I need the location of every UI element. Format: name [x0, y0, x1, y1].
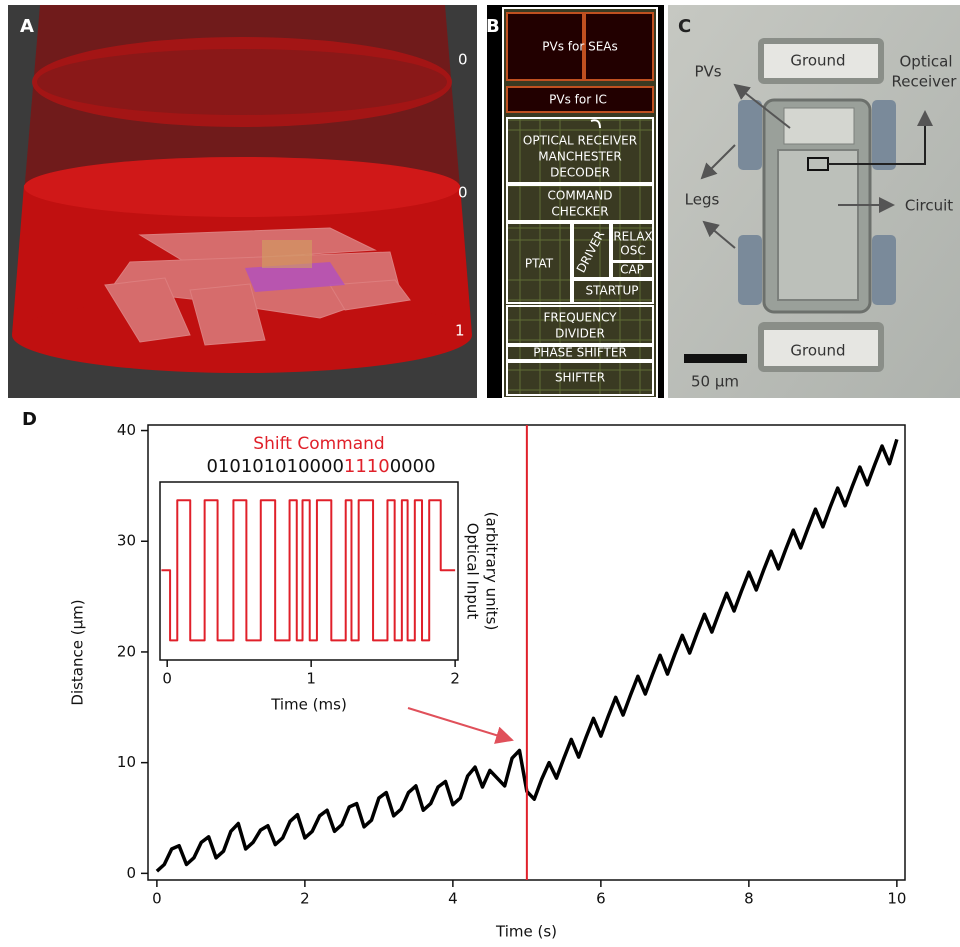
block-label: STARTUP	[585, 284, 638, 298]
feature-label: Ground	[790, 342, 845, 360]
x-tick-label: 10	[887, 890, 906, 908]
block-label: FREQUENCY	[543, 311, 617, 325]
x-axis-label: Time (s)	[495, 923, 557, 941]
y-tick-label: 20	[117, 642, 136, 660]
block-label: OSC	[620, 244, 645, 258]
panel-c: C Ground Ground Optical Receiver PVs Leg…	[668, 5, 960, 398]
block-label: PVs for IC	[549, 93, 607, 107]
block-label: PHASE SHIFTER	[533, 346, 627, 360]
block-label: DIVIDER	[555, 327, 605, 341]
block-label: DECODER	[550, 166, 610, 180]
block-label: OPTICAL RECEIVER	[523, 134, 637, 148]
annotation-arrow	[408, 708, 512, 740]
y-axis-label: Optical Input	[464, 523, 482, 620]
y-tick-label: 10	[117, 753, 136, 771]
block-label: PVs for SEAs	[542, 40, 618, 54]
block-label: COMMAND	[548, 189, 613, 203]
y-tick-label: 0	[126, 864, 136, 882]
panel-label: D	[22, 409, 37, 430]
command-bits: 01010101000011100000	[206, 456, 435, 477]
block-label: SHIFTER	[555, 371, 605, 385]
block-label: CAP	[620, 263, 644, 277]
y-tick-label: 30	[117, 532, 136, 550]
x-tick-label: 0	[152, 890, 162, 908]
scale-label: 1	[455, 322, 465, 340]
y-tick-label: 40	[117, 421, 136, 439]
x-tick-label: 6	[596, 890, 606, 908]
feature-label: PVs	[694, 63, 721, 81]
x-tick-label: 8	[744, 890, 754, 908]
panel-label: C	[678, 16, 691, 37]
feature-label: Receiver	[892, 73, 958, 91]
y-axis-label: Distance (μm)	[69, 599, 87, 705]
y-axis-label: (arbitrary units)	[483, 512, 501, 631]
x-tick-label: 2	[300, 890, 310, 908]
scale-bar-label: 50 μm	[691, 373, 739, 391]
feature-label: Legs	[685, 191, 720, 209]
x-tick-label: 1	[306, 670, 316, 688]
block-label: PTAT	[525, 257, 554, 271]
x-tick-label: 2	[450, 670, 460, 688]
scale-label: 0	[458, 51, 468, 69]
feature-label: Optical	[900, 53, 953, 71]
command-bit-group: 1110	[344, 456, 390, 477]
inset-title: Shift Command	[253, 434, 384, 454]
block-label: RELAX	[613, 230, 652, 244]
x-tick-label: 0	[162, 670, 172, 688]
block-label: CHECKER	[551, 205, 608, 219]
figure: A 0 0 1 B PVs for SEAs PVs for I	[0, 0, 960, 947]
panel-b: B PVs for SEAs PVs for IC OPTICAL RECEIV…	[486, 5, 664, 398]
panel-label: B	[486, 16, 500, 37]
panel-label: A	[20, 16, 34, 37]
panel-a: A 0 0 1	[8, 5, 477, 398]
feature-label: Circuit	[905, 197, 953, 215]
feature-label: Ground	[790, 52, 845, 70]
command-bit-group: 0000	[390, 456, 436, 477]
scale-label: 0	[458, 184, 468, 202]
command-bit-group: 010101010000	[206, 456, 343, 477]
block-label: MANCHESTER	[538, 150, 621, 164]
x-tick-label: 4	[448, 890, 458, 908]
x-axis-label: Time (ms)	[270, 696, 347, 714]
